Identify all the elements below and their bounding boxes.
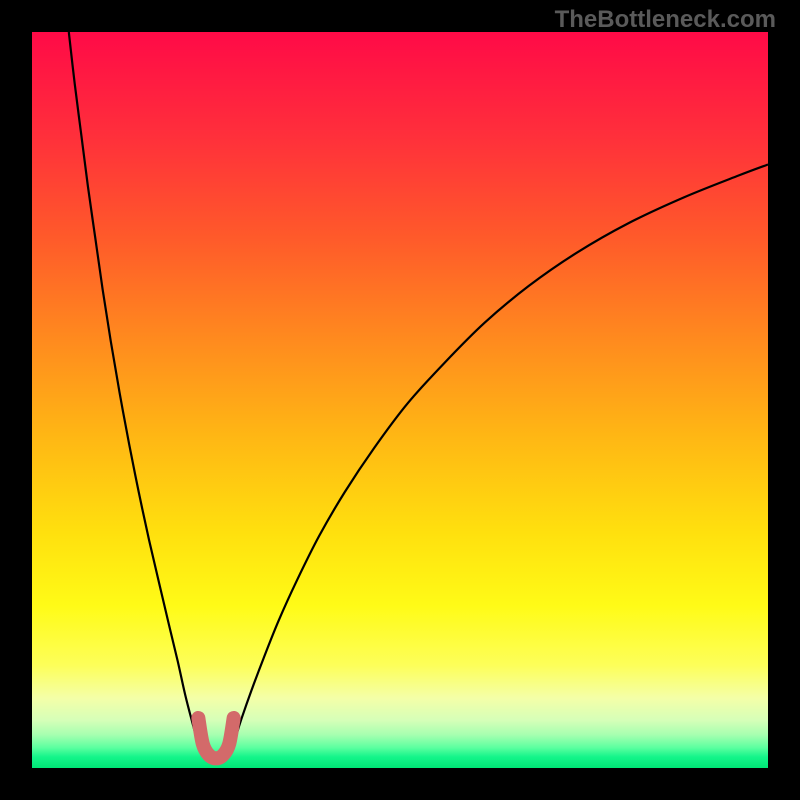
curves-layer	[32, 32, 768, 768]
chart-stage: TheBottleneck.com	[0, 0, 800, 800]
curve-left	[69, 32, 201, 750]
curve-right	[231, 164, 768, 749]
trough-highlight	[198, 718, 233, 758]
plot-area	[32, 32, 768, 768]
watermark-text: TheBottleneck.com	[555, 6, 776, 34]
